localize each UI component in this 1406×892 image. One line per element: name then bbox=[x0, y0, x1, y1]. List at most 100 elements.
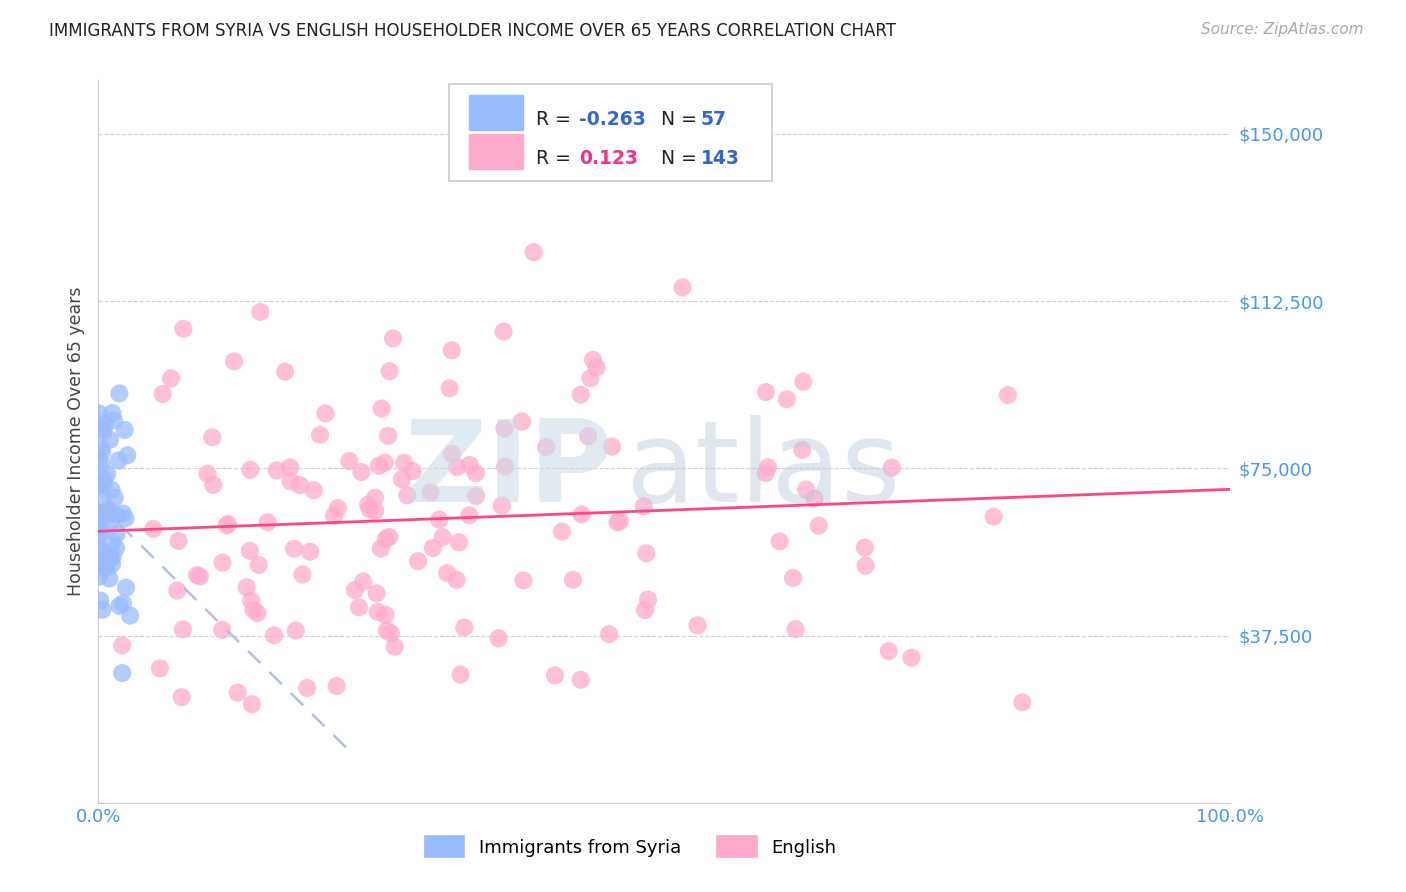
Point bbox=[299, 545, 322, 559]
Text: 143: 143 bbox=[700, 149, 740, 168]
Point bbox=[93, 472, 115, 486]
Point bbox=[94, 505, 117, 519]
Point bbox=[211, 556, 233, 570]
Point bbox=[239, 463, 262, 477]
Point bbox=[807, 518, 830, 533]
Point bbox=[598, 627, 620, 641]
Point bbox=[367, 605, 389, 619]
Point bbox=[91, 555, 114, 569]
Point bbox=[240, 697, 263, 711]
Point bbox=[100, 483, 122, 497]
Point bbox=[406, 554, 429, 568]
Point bbox=[633, 500, 655, 514]
Point bbox=[378, 364, 401, 378]
Point bbox=[352, 574, 374, 589]
Text: N =: N = bbox=[661, 110, 703, 128]
Point bbox=[115, 581, 138, 595]
Point bbox=[465, 489, 488, 503]
Point bbox=[202, 478, 225, 492]
Point bbox=[295, 681, 318, 695]
Point bbox=[274, 365, 297, 379]
Point bbox=[89, 518, 111, 533]
Point bbox=[167, 533, 190, 548]
Point bbox=[96, 560, 118, 574]
Text: 0.123: 0.123 bbox=[579, 149, 638, 168]
Point bbox=[453, 621, 475, 635]
Point bbox=[396, 488, 419, 502]
Point bbox=[104, 491, 127, 505]
Point bbox=[794, 483, 817, 497]
Point bbox=[91, 603, 114, 617]
Point bbox=[112, 507, 135, 521]
Point bbox=[686, 618, 709, 632]
Point bbox=[364, 504, 387, 518]
Point bbox=[900, 650, 922, 665]
Point bbox=[419, 485, 441, 500]
Point bbox=[1011, 695, 1033, 709]
Point bbox=[108, 599, 131, 613]
Point bbox=[104, 541, 127, 555]
Point bbox=[103, 413, 125, 427]
Point bbox=[347, 600, 370, 615]
Point bbox=[494, 459, 516, 474]
Point bbox=[314, 406, 336, 420]
Point bbox=[90, 421, 112, 435]
Point bbox=[671, 280, 693, 294]
Point bbox=[96, 467, 118, 481]
Point bbox=[392, 456, 415, 470]
Point bbox=[370, 401, 392, 416]
Point bbox=[436, 566, 458, 580]
Point bbox=[91, 445, 114, 459]
Point bbox=[87, 541, 110, 555]
Point bbox=[101, 549, 124, 564]
Point bbox=[569, 673, 592, 687]
Point bbox=[98, 550, 121, 565]
Point bbox=[337, 454, 360, 468]
Point bbox=[242, 603, 264, 617]
Point bbox=[89, 525, 111, 540]
Point bbox=[111, 639, 134, 653]
FancyBboxPatch shape bbox=[450, 84, 772, 181]
Point bbox=[997, 388, 1019, 402]
Point bbox=[188, 569, 211, 583]
Point bbox=[94, 561, 117, 575]
Point bbox=[439, 381, 461, 395]
Point bbox=[492, 325, 515, 339]
Point bbox=[89, 512, 111, 526]
Point bbox=[637, 592, 659, 607]
Point bbox=[382, 331, 405, 345]
Point bbox=[378, 530, 401, 544]
Point bbox=[569, 387, 592, 401]
FancyBboxPatch shape bbox=[468, 135, 523, 169]
Point bbox=[446, 460, 468, 475]
Point bbox=[235, 580, 257, 594]
Point bbox=[464, 467, 486, 481]
Point bbox=[551, 524, 574, 539]
Point bbox=[239, 543, 262, 558]
Point bbox=[263, 628, 285, 642]
Point bbox=[283, 541, 305, 556]
Text: N =: N = bbox=[661, 149, 703, 168]
Point bbox=[93, 424, 115, 438]
Point bbox=[100, 514, 122, 528]
Point bbox=[309, 427, 332, 442]
Point bbox=[197, 467, 219, 481]
Point bbox=[111, 666, 134, 681]
Point bbox=[114, 511, 136, 525]
Point bbox=[368, 458, 391, 473]
Point bbox=[776, 392, 799, 407]
Point bbox=[101, 535, 124, 549]
Point bbox=[422, 541, 444, 555]
Point bbox=[90, 441, 112, 455]
Text: R =: R = bbox=[537, 110, 578, 128]
Point bbox=[288, 478, 311, 492]
Point bbox=[105, 527, 128, 541]
Point bbox=[117, 448, 139, 462]
Point bbox=[374, 607, 396, 622]
Point bbox=[494, 421, 516, 435]
Point bbox=[325, 679, 347, 693]
Point bbox=[93, 506, 115, 520]
Point bbox=[488, 632, 510, 646]
Point bbox=[491, 499, 513, 513]
Point bbox=[280, 475, 302, 489]
